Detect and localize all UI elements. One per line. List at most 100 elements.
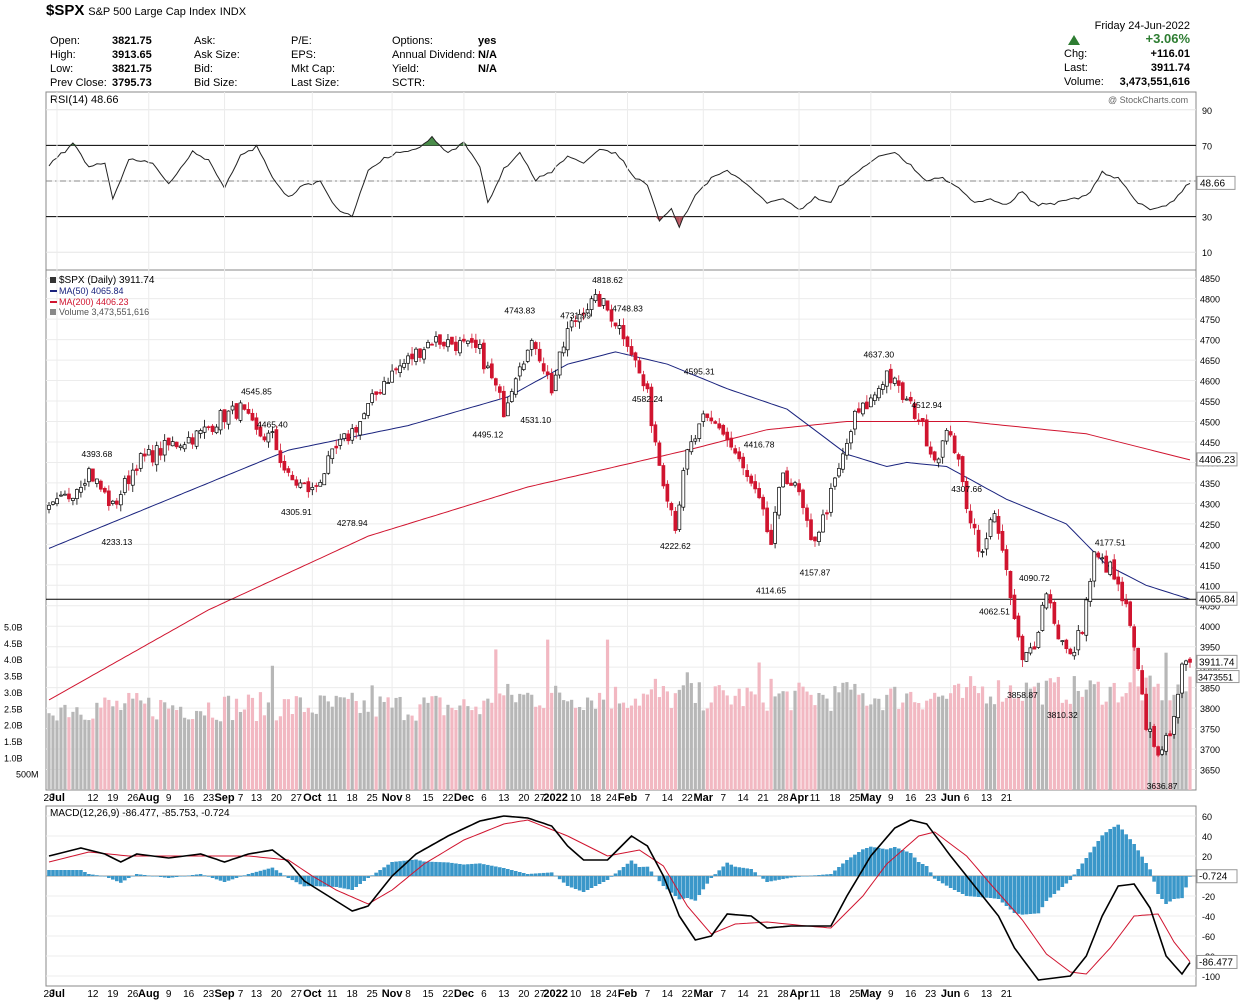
macd-hist-bar [505, 869, 510, 876]
macd-hist-bar [486, 864, 490, 876]
ask-size-label: Ask Size: [194, 49, 240, 61]
candle-body [896, 380, 901, 386]
candle-body [972, 523, 977, 529]
candle-body [976, 529, 981, 552]
x-axis-label: May [860, 792, 882, 804]
macd-hist-bar [386, 864, 390, 876]
rsi-overbought-fill [428, 136, 432, 146]
candle-body [206, 426, 211, 429]
macd-hist-bar [589, 876, 594, 888]
volume-bar [793, 690, 797, 790]
candle-body [414, 348, 418, 362]
macd-hist-bar [218, 876, 223, 881]
volume-bar [374, 716, 378, 790]
candle-body [422, 349, 426, 360]
price-tick-label: 4450 [1200, 438, 1220, 448]
volume-bar [733, 695, 737, 790]
candle-body [87, 468, 91, 483]
volume-bar [135, 693, 139, 790]
x-axis-label: 27 [534, 989, 546, 1000]
x-axis-label: 23 [203, 793, 215, 804]
x-axis-label: 11 [810, 989, 821, 1000]
candle-body [1148, 728, 1152, 732]
candle-body [948, 431, 953, 436]
candle-body [406, 355, 410, 364]
symbol: $SPX [46, 2, 85, 19]
macd-hist-bar [330, 876, 335, 887]
macd-hist-bar [258, 870, 263, 876]
macd-hist-bar [809, 875, 813, 877]
options-label: Options: [392, 35, 433, 47]
macd-hist-bar [729, 864, 734, 876]
x-axis-label: 20 [518, 793, 530, 804]
volume-last-marker-box [1196, 670, 1240, 684]
macd-hist-bar [665, 876, 670, 890]
macd-hist-bar [577, 876, 582, 891]
volume-bar [530, 694, 534, 790]
macd-hist-bar [557, 876, 562, 880]
x-axis-label: 23 [925, 989, 937, 1000]
candle-body [334, 445, 339, 449]
candle-body [426, 341, 430, 349]
macd-hist-bar [123, 876, 127, 881]
volume-bar [1144, 677, 1148, 790]
candle-body [1144, 693, 1148, 730]
x-axis-label: 7 [720, 793, 726, 804]
price-annotations: 4393.68 4233.13 4545.85 4465.40 4305.91 4278.… [82, 275, 1178, 791]
x-axis-label: 28 [778, 793, 790, 804]
volume-bar [976, 693, 981, 790]
volume-bar [119, 709, 123, 790]
macd-hist-bar [757, 875, 761, 876]
volume-bar [179, 706, 183, 790]
volume-bar [230, 720, 235, 790]
candle-body [118, 494, 123, 506]
candle-body [1136, 647, 1140, 670]
volume-bar [845, 682, 849, 790]
macd-hist-bar [605, 876, 610, 880]
x-axis-label: Nov [382, 988, 404, 1000]
price-annotation: 4743.83 [504, 306, 535, 316]
volume-bar [992, 704, 997, 790]
legend-price-swatch [50, 277, 56, 283]
volume-bar [534, 706, 538, 790]
macd-hist-bar [254, 871, 259, 876]
volume-bar [629, 705, 634, 790]
volume-bar [645, 694, 650, 790]
candle-body [1188, 658, 1192, 663]
candle-body [462, 338, 466, 342]
candle-body [813, 536, 817, 542]
macd-hist-bar [537, 873, 542, 876]
price-annotation: 4531.10 [520, 415, 551, 425]
macd-hist-bar [466, 864, 470, 876]
macd-hist-bar [641, 866, 646, 876]
macd-hist-bar [350, 876, 355, 890]
candle-body [366, 403, 371, 416]
macd-hist-bar [174, 876, 179, 877]
x-axis-label: May [860, 988, 882, 1000]
candle-body [1016, 615, 1021, 638]
volume-bar [785, 691, 789, 790]
x-axis-label: 22 [682, 793, 694, 804]
x-axis-label: Apr [790, 792, 810, 804]
price-annotation: 3858.87 [1007, 690, 1038, 700]
candle-body [597, 293, 602, 307]
volume-bar [597, 692, 602, 790]
volume-bar [254, 721, 259, 790]
candle-body [362, 413, 367, 420]
macd-hist-bar [964, 876, 969, 896]
volume-tick-label: 2.0B [4, 721, 23, 731]
candle-body [162, 440, 167, 456]
candle-body [1028, 647, 1033, 654]
volume-bar [797, 682, 801, 790]
macd-hist-bar [601, 876, 606, 882]
high-label: High: [50, 49, 76, 61]
x-axis-label: 16 [905, 793, 917, 804]
price-tick-label: 4050 [1200, 602, 1220, 612]
candle-body [565, 328, 570, 351]
macd-hist-bar [1096, 841, 1101, 876]
macd-hist-marker-box [1196, 869, 1238, 884]
prev-close-label: Prev Close: [50, 77, 107, 89]
quote-col-3: P/E: EPS: Mkt Cap: Last Size: [291, 34, 381, 90]
volume-bar [949, 693, 953, 790]
volume-bar [665, 691, 669, 790]
